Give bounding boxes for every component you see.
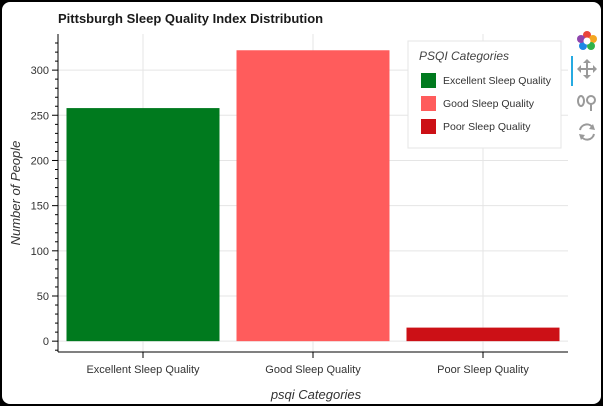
x-tick-label: Excellent Sleep Quality	[86, 364, 200, 376]
axes-group: 0 50 100 150 200 250 300 Excellent Sleep Qualit…	[31, 34, 568, 376]
legend-title: PSQI Categories	[419, 49, 509, 63]
y-tick-label: 100	[31, 246, 49, 258]
active-tool-indicator	[571, 56, 573, 86]
x-tick-label: Poor Sleep Quality	[437, 364, 529, 376]
y-tick-label: 50	[37, 291, 49, 303]
y-tick-label: 200	[31, 155, 49, 167]
legend-item-label: Excellent Sleep Quality	[443, 75, 552, 87]
bar	[236, 50, 390, 342]
bar	[406, 327, 560, 342]
legend-swatch	[421, 96, 436, 111]
y-axis-label: Number of People	[8, 141, 23, 246]
y-tick-label: 300	[31, 65, 49, 77]
y-tick-label: 0	[43, 336, 49, 348]
chart-title: Pittsburgh Sleep Quality Index Distribut…	[58, 11, 323, 26]
x-tick-label: Good Sleep Quality	[265, 364, 361, 376]
chart-toolbar	[570, 28, 600, 158]
legend-swatch	[421, 119, 436, 134]
y-tick-label: 250	[31, 110, 49, 122]
bokeh-logo-icon[interactable]	[576, 30, 598, 52]
bars-group	[66, 50, 560, 342]
legend-swatch	[421, 73, 436, 88]
reset-icon[interactable]	[576, 121, 598, 143]
legend-item-label: Good Sleep Quality	[443, 98, 535, 110]
bar	[66, 108, 220, 342]
pan-icon[interactable]	[576, 58, 598, 80]
x-axis-label: psqi Categories	[270, 387, 362, 402]
y-tick-label: 150	[31, 201, 49, 213]
legend: PSQI Categories Excellent Sleep Quality Go…	[407, 40, 562, 149]
legend-item-label: Poor Sleep Quality	[443, 121, 531, 133]
wheel-zoom-icon[interactable]	[576, 91, 598, 113]
